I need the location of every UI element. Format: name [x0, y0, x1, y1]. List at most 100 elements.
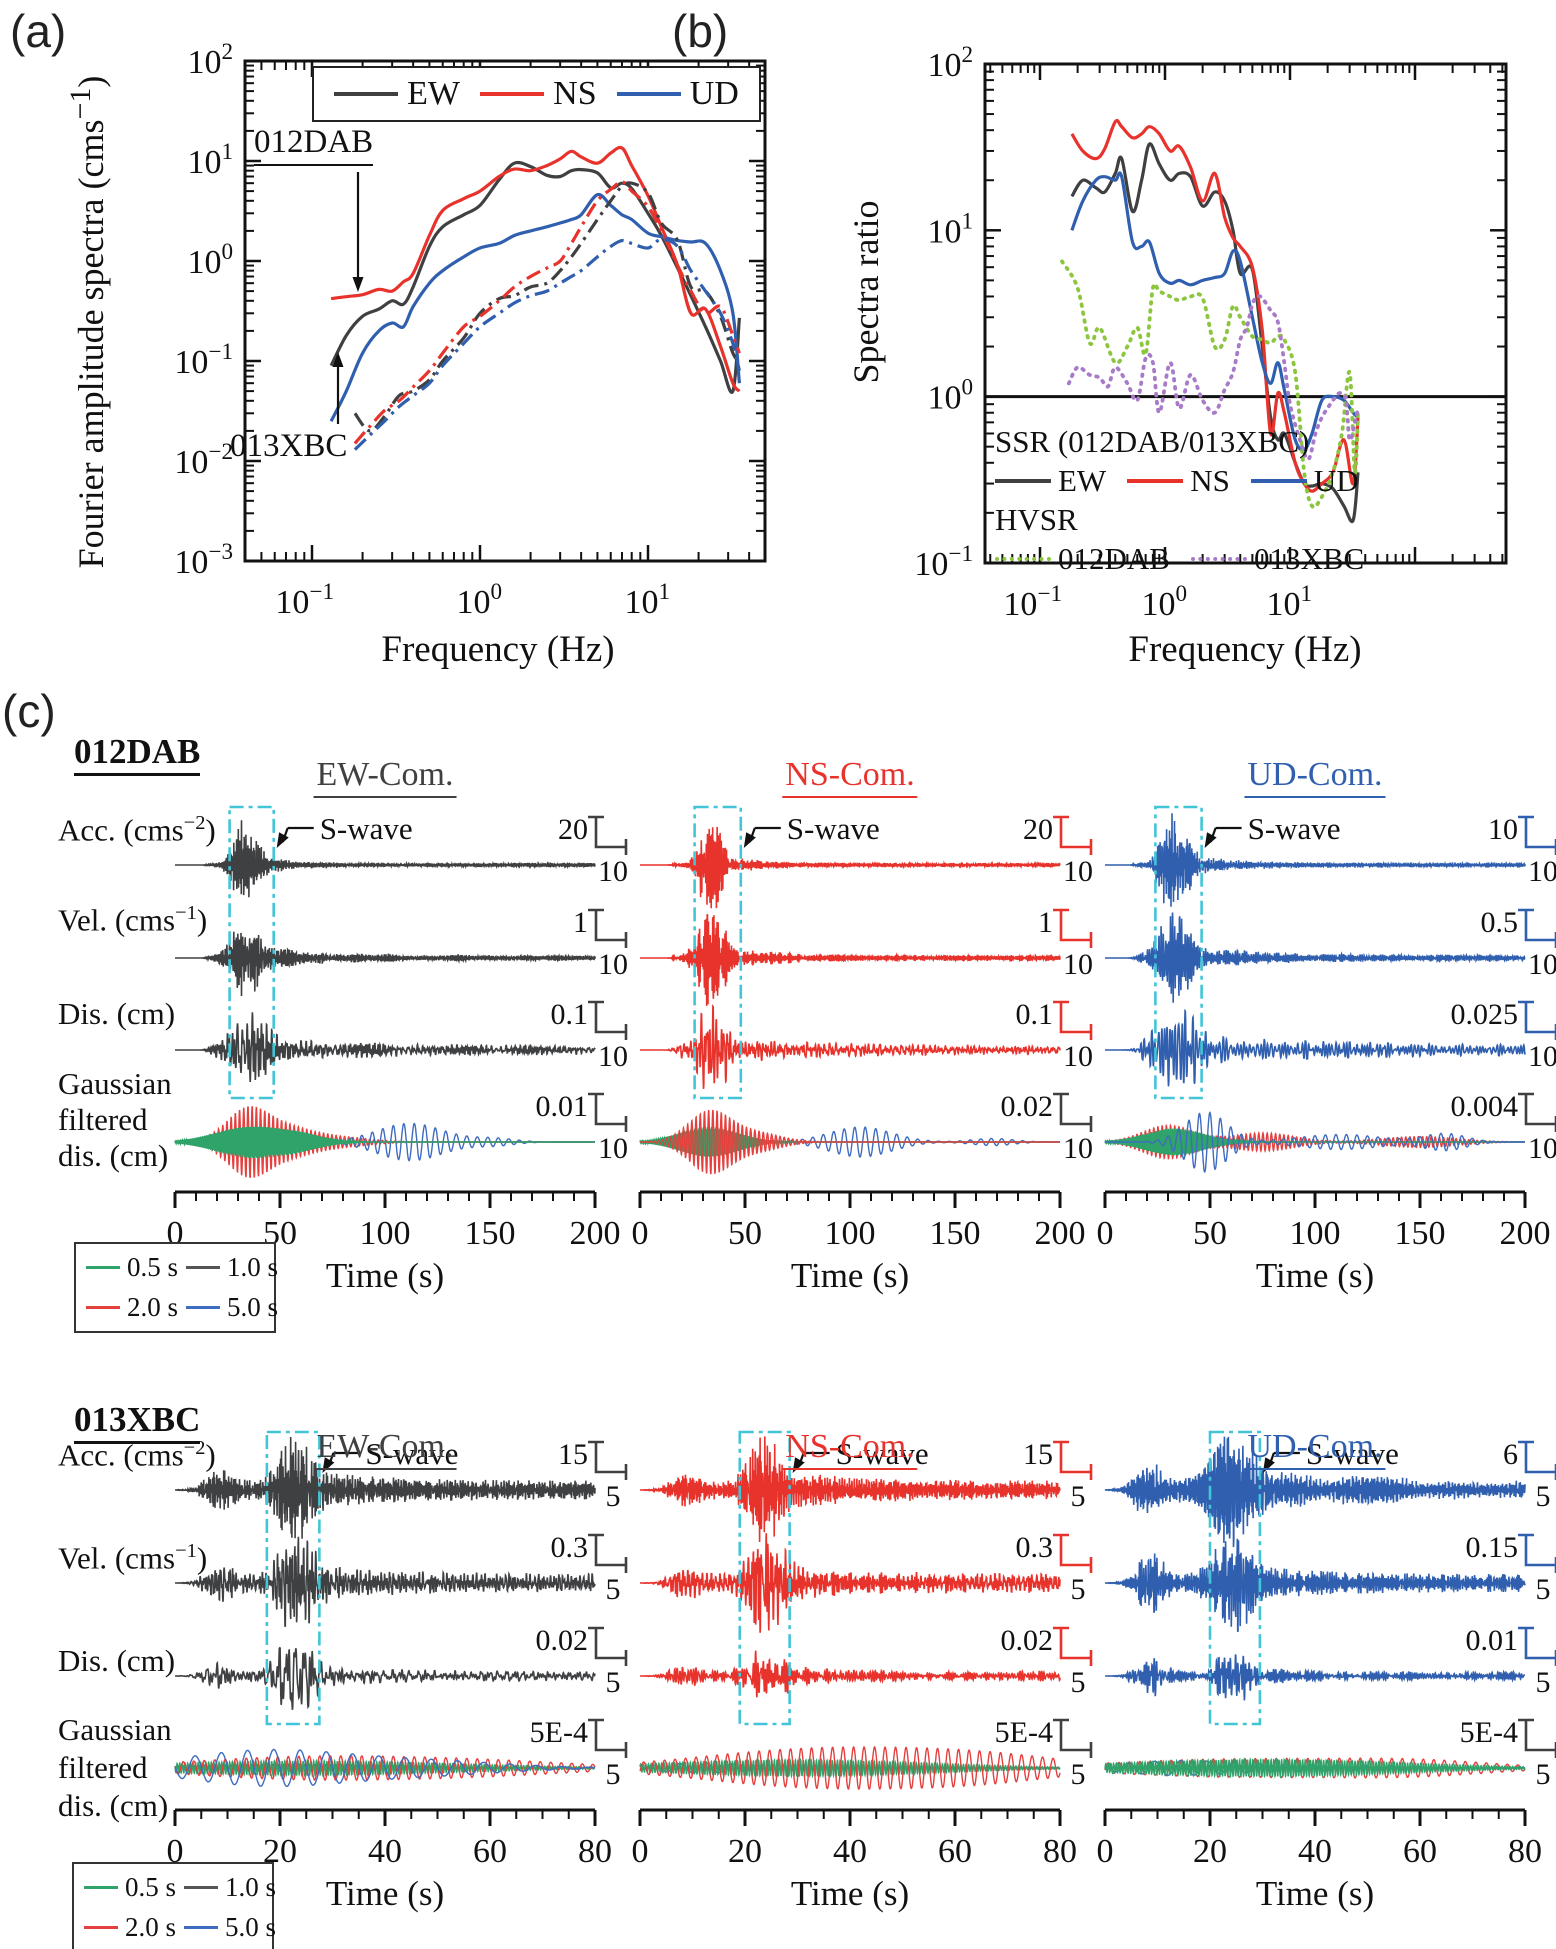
period-20s-swatch [84, 1926, 118, 1929]
annotation-013xbc: 013XBC [230, 428, 348, 464]
svg-text:0: 0 [167, 1833, 184, 1870]
svg-text:50: 50 [728, 1215, 762, 1252]
hvsr-013xbc-swatch [1190, 557, 1247, 561]
svg-text:0.3: 0.3 [551, 1531, 589, 1564]
column-header-ew: EW-Com. [313, 756, 457, 798]
panel-a-x-axis-title: Frequency (Hz) [381, 629, 615, 670]
ns-line-swatch [480, 92, 545, 96]
svg-text:S-wave: S-wave [836, 1436, 929, 1471]
svg-text:6: 6 [1503, 1438, 1518, 1471]
legend-item-ns: NS [480, 75, 597, 113]
panel-b-x-axis-title: Frequency (Hz) [1128, 629, 1362, 670]
svg-text:20: 20 [1193, 1833, 1227, 1870]
svg-text:100: 100 [927, 375, 973, 417]
panel-b-legend: SSR (012DAB/013XBC) EW NS UD HVSR 012DAB… [995, 424, 1364, 577]
time-axis-title: Time (s) [1255, 1874, 1375, 1913]
svg-text:100: 100 [1141, 581, 1187, 623]
svg-text:0: 0 [632, 1215, 649, 1252]
row-label-gauss-3: dis. (cm) [58, 1788, 169, 1823]
svg-text:1: 1 [573, 906, 588, 939]
svg-text:5: 5 [1071, 1758, 1086, 1791]
legend-item-10s: 1.0 s [186, 1252, 278, 1283]
legend-item-50s: 5.0 s [186, 1292, 278, 1323]
svg-text:60: 60 [938, 1833, 972, 1870]
row-label-gauss-1: Gaussian [58, 1066, 172, 1101]
hvsr-012dab-swatch [995, 557, 1051, 561]
svg-text:0.025: 0.025 [1451, 998, 1519, 1031]
row-label-vel: Vel. (cms−1) [58, 1540, 208, 1576]
svg-text:0.15: 0.15 [1466, 1531, 1519, 1564]
svg-text:0.02: 0.02 [1001, 1624, 1054, 1657]
legend-label: 013XBC [1253, 541, 1365, 576]
period-05s-swatch [84, 1886, 118, 1889]
column-header-ud: UD-Com. [1244, 1428, 1386, 1470]
svg-text:150: 150 [465, 1215, 516, 1252]
legend-label: UD [1313, 463, 1359, 498]
svg-text:102: 102 [927, 42, 973, 84]
svg-text:10−3: 10−3 [174, 539, 233, 581]
legend-label: 012DAB [1058, 541, 1170, 576]
annotation-012dab: 012DAB [254, 124, 374, 166]
row-label-vel: Vel. (cms−1) [58, 902, 208, 938]
svg-text:5: 5 [606, 1573, 621, 1606]
svg-text:100: 100 [825, 1215, 876, 1252]
svg-text:200: 200 [570, 1215, 621, 1252]
period-10s-swatch [186, 1266, 221, 1269]
row-label-gauss-2: filtered [58, 1102, 148, 1137]
row-label-acc: Acc. (cms−2) [58, 812, 216, 848]
svg-text:5E-4: 5E-4 [995, 1716, 1053, 1749]
time-axis-title: Time (s) [325, 1256, 445, 1295]
svg-text:5E-4: 5E-4 [1460, 1716, 1518, 1749]
svg-text:50: 50 [1193, 1215, 1227, 1252]
svg-text:5: 5 [1071, 1573, 1086, 1606]
svg-text:0.02: 0.02 [1001, 1090, 1054, 1123]
svg-text:1: 1 [1038, 906, 1053, 939]
time-axis-title: Time (s) [790, 1256, 910, 1295]
panel-b-y-axis-title: Spectra ratio [846, 200, 886, 384]
row-label-gauss-1: Gaussian [58, 1712, 172, 1747]
svg-text:20: 20 [558, 813, 588, 846]
svg-text:10: 10 [1528, 948, 1556, 981]
period-50s-swatch [186, 1306, 221, 1309]
svg-text:20: 20 [1023, 813, 1053, 846]
legend-item-50s: 5.0 s [184, 1912, 276, 1943]
svg-text:0.004: 0.004 [1451, 1090, 1519, 1123]
legend-item-ew: EW [334, 75, 460, 113]
time-axis-title: Time (s) [325, 1874, 445, 1913]
period-10s-swatch [184, 1886, 219, 1889]
time-axis-title: Time (s) [790, 1874, 910, 1913]
svg-text:0: 0 [1097, 1215, 1114, 1252]
svg-text:101: 101 [1266, 581, 1312, 623]
svg-text:5: 5 [1071, 1666, 1086, 1699]
legend-item-20s: 2.0 s [84, 1912, 176, 1943]
svg-text:10−1: 10−1 [1003, 581, 1062, 623]
svg-text:0.01: 0.01 [1466, 1624, 1519, 1657]
svg-text:5E-4: 5E-4 [530, 1716, 588, 1749]
legend-label: UD [689, 75, 739, 112]
svg-text:S-wave: S-wave [1306, 1436, 1399, 1471]
svg-text:102: 102 [187, 39, 233, 81]
period-20s-swatch [86, 1306, 120, 1309]
row-label-acc: Acc. (cms−2) [58, 1437, 216, 1473]
period-legend-012dab: 0.5 s 1.0 s 2.0 s 5.0 s [74, 1242, 278, 1333]
legend-label: NS [1190, 463, 1230, 498]
svg-text:10: 10 [1488, 813, 1518, 846]
svg-text:5: 5 [1536, 1480, 1551, 1513]
svg-text:5: 5 [1536, 1573, 1551, 1606]
svg-text:0.02: 0.02 [536, 1624, 589, 1657]
hvsr-legend-row: 012DAB 013XBC [995, 541, 1364, 577]
svg-text:10: 10 [598, 1040, 628, 1073]
svg-text:60: 60 [473, 1833, 507, 1870]
svg-text:150: 150 [930, 1215, 981, 1252]
panel-a-legend: EW NS UD [312, 66, 761, 122]
svg-text:100: 100 [187, 239, 233, 281]
column-header-ew: EW-Com. [313, 1428, 457, 1470]
column-header-ud: UD-Com. [1244, 756, 1386, 798]
legend-label: EW [1058, 463, 1107, 498]
svg-text:100: 100 [360, 1215, 411, 1252]
svg-text:5: 5 [1536, 1758, 1551, 1791]
legend-item-05s: 0.5 s [86, 1252, 178, 1283]
svg-text:15: 15 [558, 1438, 588, 1471]
svg-text:150: 150 [1395, 1215, 1446, 1252]
